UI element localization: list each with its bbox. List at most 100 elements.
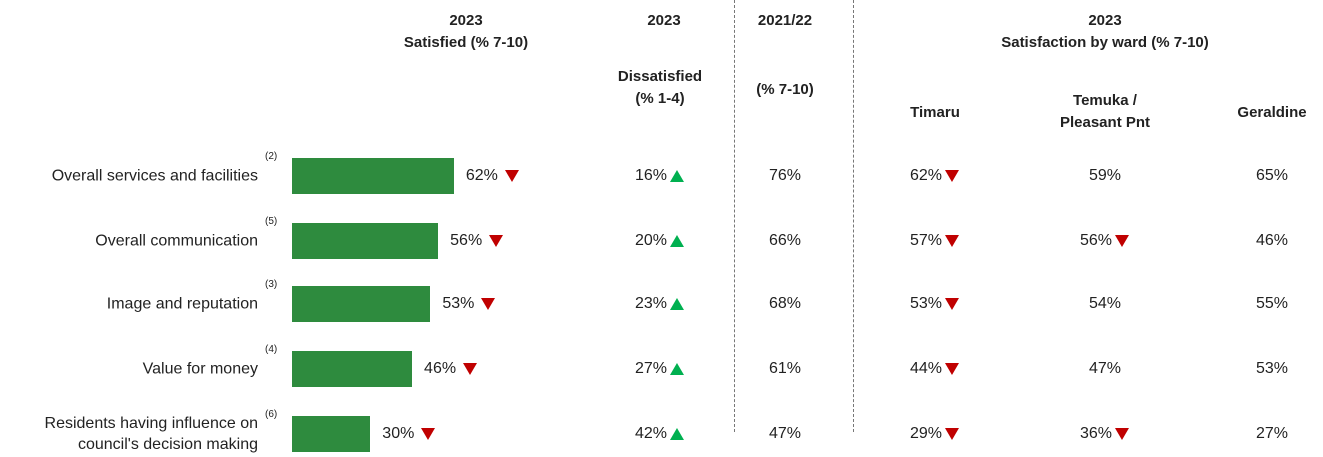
cell-text: 20%	[634, 232, 668, 249]
table-cell: 76%	[769, 167, 801, 185]
table-cell: 29%	[910, 425, 960, 443]
table-cell: 68%	[769, 295, 801, 313]
table-cell: 27%	[1256, 425, 1288, 443]
table-cell: 46%	[1256, 232, 1288, 250]
footnote: (4)	[265, 344, 278, 355]
cell-text: 53%	[909, 295, 943, 312]
header: Temuka / Pleasant Pnt	[1059, 92, 1151, 131]
cell-text: 56%	[1079, 232, 1113, 249]
table-cell: 61%	[769, 360, 801, 378]
trend-arrow	[421, 428, 436, 440]
value-label: 56%	[450, 232, 483, 249]
trend-arrow	[945, 298, 960, 310]
footnote: (2)	[265, 151, 278, 162]
arrow-shape	[945, 363, 960, 375]
value-label-cell: 46%	[424, 360, 478, 378]
trend-arrow	[670, 170, 685, 182]
cell-text: 36%	[1079, 425, 1113, 442]
cell-text: 62%	[909, 167, 943, 184]
trend-arrow	[670, 235, 685, 247]
table-cell: 59%	[1089, 167, 1121, 185]
table-cell: 36%	[1080, 425, 1130, 443]
table-cell: 16%	[635, 167, 685, 185]
arrow-shape	[945, 170, 960, 182]
value-label: 30%	[382, 425, 415, 442]
arrow-shape	[670, 363, 685, 375]
table-cell: 44%	[910, 360, 960, 378]
row-label: Residents having influence on council's …	[44, 415, 258, 453]
trend-arrow	[1115, 428, 1130, 440]
table-cell: 66%	[769, 232, 801, 250]
trend-arrow	[945, 235, 960, 247]
table-cell: 55%	[1256, 295, 1288, 313]
cell-text: 29%	[909, 425, 943, 442]
value-label-cell: 30%	[382, 425, 436, 443]
header: Geraldine	[1237, 104, 1307, 121]
trend-arrow	[670, 363, 685, 375]
header: Dissatisfied (% 1-4)	[617, 68, 703, 107]
arrow-shape	[945, 235, 960, 247]
table-cell: 56%	[1080, 232, 1130, 250]
header: Timaru	[910, 104, 960, 121]
table-cell: 47%	[1089, 360, 1121, 378]
cell-text: 42%	[634, 425, 668, 442]
value-label: 53%	[442, 295, 475, 312]
footnote: (3)	[265, 279, 278, 290]
value-label: 62%	[465, 167, 498, 184]
divider	[734, 0, 735, 432]
trend-arrow	[463, 363, 478, 375]
arrow-shape	[463, 363, 478, 375]
header: (% 7-10)	[756, 81, 814, 98]
header: 2023 Satisfied (% 7-10)	[403, 12, 529, 51]
cell-text: 76%	[768, 167, 802, 184]
table-cell: 54%	[1089, 295, 1121, 313]
bar	[292, 158, 454, 194]
trend-arrow	[670, 298, 685, 310]
arrow-shape	[945, 428, 960, 440]
value-label-cell: 53%	[442, 295, 496, 313]
trend-arrow	[945, 428, 960, 440]
table-cell: 23%	[635, 295, 685, 313]
cell-text: 57%	[909, 232, 943, 249]
cell-text: 47%	[1088, 360, 1122, 377]
cell-text: 61%	[768, 360, 802, 377]
table-cell: 47%	[769, 425, 801, 443]
footnote: (5)	[265, 216, 278, 227]
table-cell: 53%	[1256, 360, 1288, 378]
table-cell: 57%	[910, 232, 960, 250]
arrow-shape	[670, 235, 685, 247]
cell-text: 27%	[634, 360, 668, 377]
arrow-shape	[489, 235, 504, 247]
header: 2021/22	[757, 12, 813, 29]
divider	[853, 0, 854, 432]
arrow-shape	[1115, 235, 1130, 247]
trend-arrow	[489, 235, 504, 247]
cell-text: 44%	[909, 360, 943, 377]
cell-text: 53%	[1255, 360, 1289, 377]
cell-text: 66%	[768, 232, 802, 249]
cell-text: 59%	[1088, 167, 1122, 184]
cell-text: 27%	[1255, 425, 1289, 442]
table-cell: 62%	[910, 167, 960, 185]
cell-text: 68%	[768, 295, 802, 312]
bar	[292, 223, 439, 259]
table-cell: 27%	[635, 360, 685, 378]
table-cell: 53%	[910, 295, 960, 313]
header: 2023	[647, 12, 681, 29]
table-cell: 65%	[1256, 167, 1288, 185]
arrow-shape	[945, 298, 960, 310]
cell-text: 47%	[768, 425, 802, 442]
header: 2023 Satisfaction by ward (% 7-10)	[1001, 12, 1209, 51]
cell-text: 55%	[1255, 295, 1289, 312]
value-label-cell: 62%	[466, 167, 520, 185]
cell-text: 16%	[634, 167, 668, 184]
row-label: Value for money	[142, 360, 258, 378]
bar	[292, 416, 371, 452]
row-label: Image and reputation	[106, 295, 258, 313]
arrow-shape	[481, 298, 496, 310]
arrow-shape	[421, 428, 436, 440]
cell-text: 23%	[634, 295, 668, 312]
arrow-shape	[670, 298, 685, 310]
trend-arrow	[504, 170, 519, 182]
